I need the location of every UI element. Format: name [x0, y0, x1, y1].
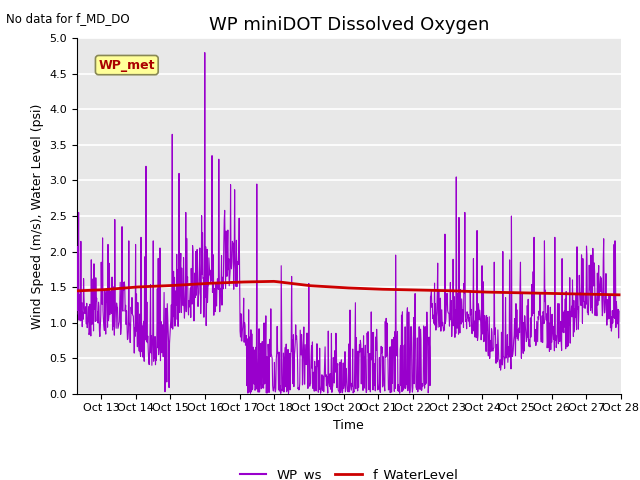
Text: No data for f_MD_DO: No data for f_MD_DO [6, 12, 130, 25]
Title: WP miniDOT Dissolved Oxygen: WP miniDOT Dissolved Oxygen [209, 16, 489, 34]
Y-axis label: Wind Speed (m/s), Water Level (psi): Wind Speed (m/s), Water Level (psi) [31, 103, 44, 329]
Legend: WP_ws, f_WaterLevel: WP_ws, f_WaterLevel [234, 463, 463, 480]
X-axis label: Time: Time [333, 419, 364, 432]
Text: WP_met: WP_met [99, 59, 155, 72]
